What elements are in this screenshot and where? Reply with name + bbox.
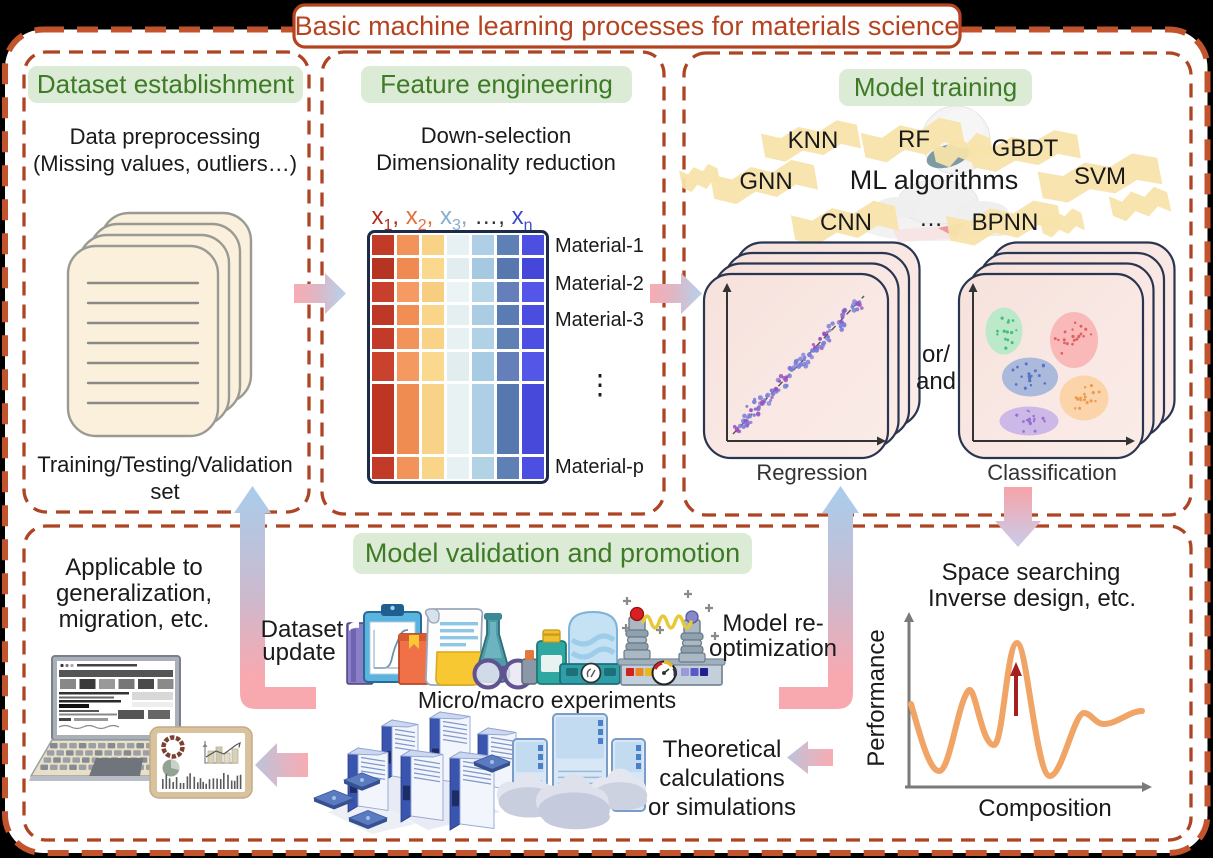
svg-text:Performance: Performance [863, 629, 890, 766]
